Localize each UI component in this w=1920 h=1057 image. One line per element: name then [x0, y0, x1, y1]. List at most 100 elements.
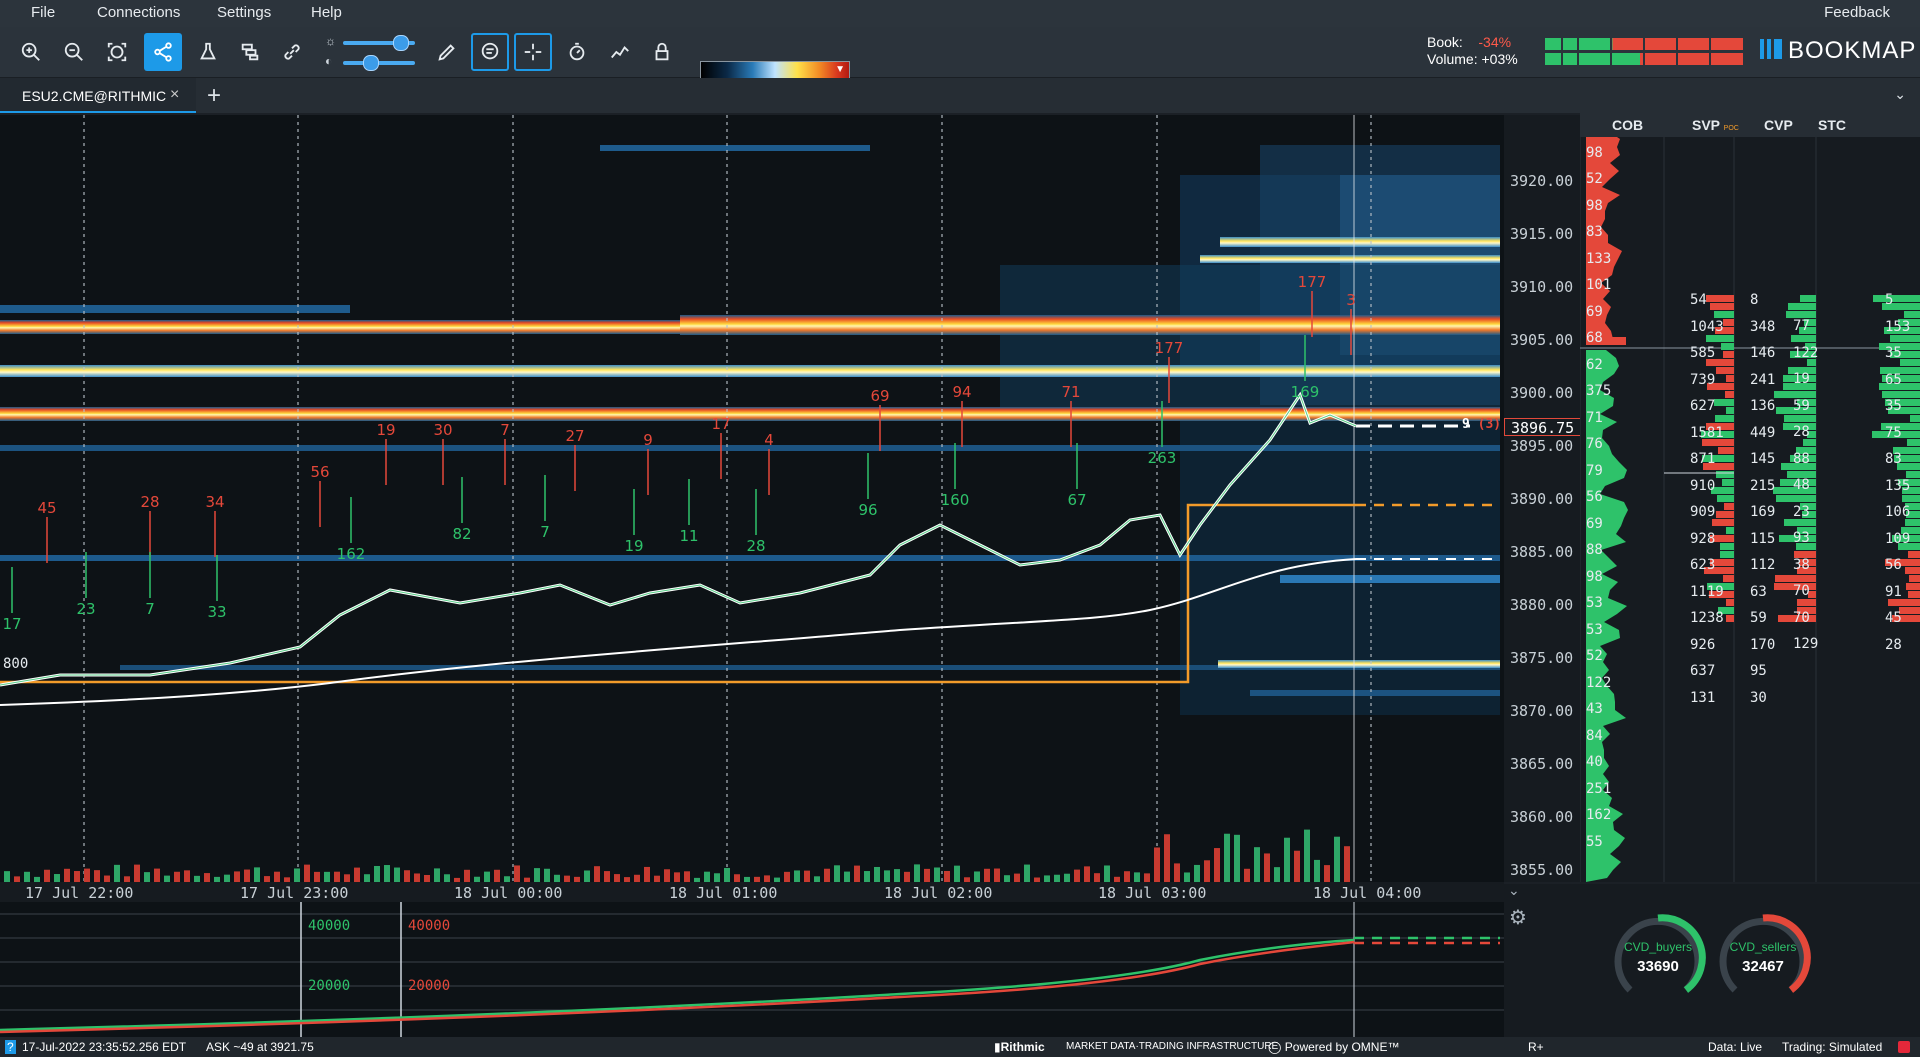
lock-icon[interactable] [643, 33, 681, 71]
link-icon[interactable] [273, 33, 311, 71]
chevron-down-icon[interactable]: ⌄ [1508, 882, 1520, 898]
svp-bar [1706, 335, 1734, 342]
pencil-icon[interactable] [428, 33, 466, 71]
cob-value: 98 [1586, 144, 1603, 161]
cvp-bar [1797, 607, 1816, 614]
price-label: 3880.00 [1510, 596, 1574, 614]
stc-bar [1899, 607, 1920, 614]
volume-bar [74, 871, 80, 882]
feedback-link[interactable]: Feedback [1824, 4, 1890, 21]
gear-icon[interactable]: ⚙ [1509, 907, 1527, 929]
menu-settings[interactable]: Settings [217, 4, 272, 21]
zoom-in-icon[interactable] [12, 33, 50, 71]
column-header-cvp[interactable]: CVP [1764, 117, 1793, 133]
volume-bar [914, 864, 920, 882]
cvp-secondary-value: 38 [1793, 556, 1810, 573]
zoom-out-icon[interactable] [55, 33, 93, 71]
buy-volume-label: 263 [1148, 449, 1177, 467]
chart-line-icon[interactable] [601, 33, 639, 71]
volume-bar [164, 875, 170, 882]
profile-panel: 6098529883133101696862375717679566988985… [1580, 115, 1920, 882]
crosshair-icon[interactable] [514, 33, 552, 71]
svp-bar [1704, 567, 1734, 574]
cvp-bar [1804, 319, 1816, 326]
book-value: -34% [1478, 34, 1512, 50]
stc-bar [1901, 527, 1920, 534]
volume-bar [514, 865, 520, 882]
cob-buy-profile [1586, 350, 1628, 882]
sell-volume-label: 71 [1061, 383, 1080, 401]
status-bar: ? 17-Jul-2022 23:35:52.256 EDT ASK ~49 a… [0, 1037, 1920, 1057]
tab-esu2[interactable]: ESU2.CME@RITHMIC × [0, 78, 196, 113]
volume-bar [524, 877, 530, 882]
cvp-value: 8 [1750, 292, 1759, 308]
sell-volume-label: 17 [711, 415, 730, 433]
order-book-band [0, 555, 1500, 561]
volume-bar [654, 875, 660, 882]
volume-bar [244, 869, 250, 882]
flask-icon[interactable] [189, 33, 227, 71]
volume-bar [1344, 846, 1350, 882]
add-tab-button[interactable]: + [207, 82, 222, 109]
stc-value: 83 [1885, 451, 1902, 467]
status-timestamp: 17-Jul-2022 23:35:52.256 EDT [22, 1040, 187, 1054]
volume-bar [1294, 850, 1300, 882]
cob-value: 62 [1586, 356, 1603, 373]
cvp-bar [1787, 471, 1816, 478]
column-header-cob[interactable]: COB [1612, 117, 1644, 133]
volume-bar [484, 871, 490, 882]
cvp-bar [1779, 535, 1816, 542]
svp-value: 623 [1690, 557, 1716, 573]
stc-value: 109 [1885, 530, 1911, 547]
stc-bar [1904, 311, 1920, 318]
cvp-value: 115 [1750, 530, 1776, 547]
volume-bar [994, 868, 1000, 882]
cob-spike [1586, 337, 1626, 345]
svp-value: 585 [1690, 345, 1716, 361]
menu-help[interactable]: Help [311, 4, 342, 21]
volume-bar [754, 876, 760, 882]
price-label: 3915.00 [1510, 225, 1574, 243]
chevron-down-icon[interactable]: ▼ [835, 64, 845, 75]
cvp-secondary-value: 70 [1793, 609, 1810, 626]
menu-file[interactable]: File [31, 4, 56, 21]
column-header-svp[interactable]: SVP POC [1692, 117, 1739, 133]
chevron-down-icon[interactable]: ⌄ [1894, 86, 1906, 102]
chat-icon[interactable] [471, 33, 509, 71]
cvp-bar [1786, 311, 1816, 318]
share-icon[interactable] [144, 33, 182, 71]
brightness-slider[interactable] [343, 35, 415, 51]
volume-bar [644, 866, 650, 882]
stc-bar [1893, 447, 1920, 454]
stopwatch-icon[interactable] [558, 33, 596, 71]
cvd-sellers-line [0, 940, 1355, 1034]
stc-value: 106 [1885, 504, 1911, 520]
close-icon[interactable]: × [170, 86, 180, 103]
svp-bar [1720, 543, 1734, 550]
cvp-value: 170 [1750, 636, 1776, 653]
column-header-stc[interactable]: STC [1818, 117, 1846, 133]
stc-value: 65 [1885, 371, 1902, 388]
time-axis: 17 Jul 22:00 17 Jul 23:00 18 Jul 00:00 1… [0, 882, 1504, 902]
heatmap-color-bar[interactable]: ▼ [700, 61, 850, 79]
stc-bar [1909, 575, 1920, 582]
volume-bar [1254, 847, 1260, 882]
heatmap-chart[interactable]: 45 28 34 56 19 30 7 27 9 17 4 69 94 71 177 177 3 17 23 7 33 1… [0, 115, 1504, 882]
stc-bar [1885, 399, 1920, 406]
cvp-secondary-value: 59 [1793, 397, 1810, 414]
stc-bar [1906, 583, 1920, 590]
contrast-slider[interactable] [343, 55, 415, 71]
menu-connections[interactable]: Connections [97, 4, 181, 21]
cvp-value: 30 [1750, 689, 1767, 706]
volume-bar [864, 871, 870, 882]
volume-bar [374, 865, 380, 882]
volume-bar [564, 875, 570, 882]
volume-bar [1204, 860, 1210, 882]
volume-bar [764, 875, 770, 882]
zoom-fit-icon[interactable] [98, 33, 136, 71]
layers-icon[interactable] [231, 33, 269, 71]
cvp-bar [1802, 511, 1816, 518]
cvp-value: 146 [1750, 345, 1776, 361]
svp-value: 926 [1690, 636, 1716, 653]
volume-bar [1034, 877, 1040, 882]
